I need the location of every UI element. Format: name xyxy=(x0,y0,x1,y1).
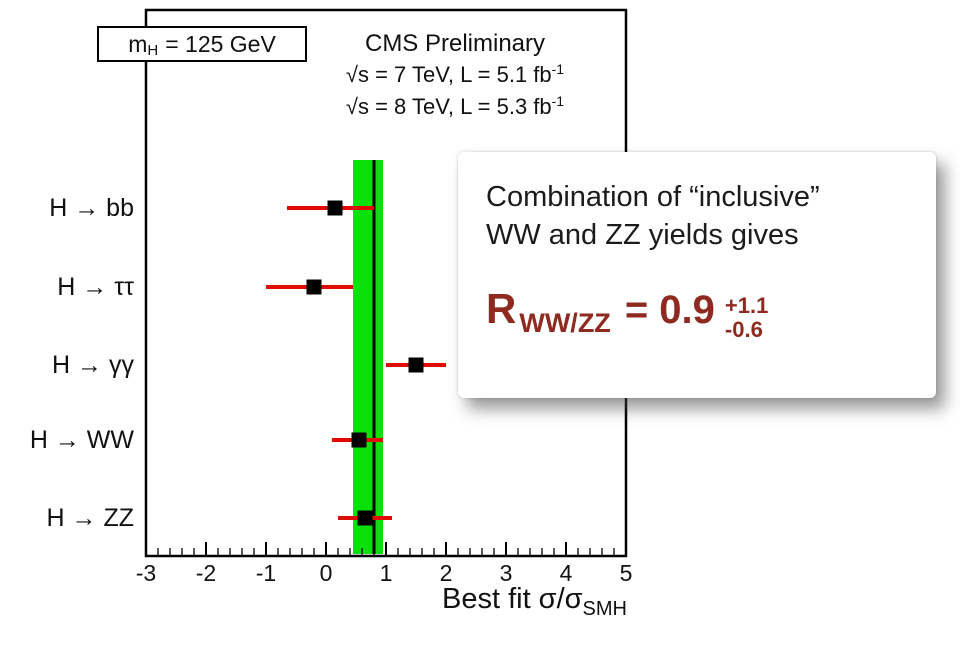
channel-label-1: H → ττ xyxy=(57,273,134,301)
mh-mass-box: m H = 125 GeV xyxy=(97,26,307,62)
x-tick-label: -3 xyxy=(136,560,156,586)
lumi-7tev-exponent: -1 xyxy=(551,61,565,77)
lumi-8tev: √s = 8 TeV, L = 5.3 fb-1 xyxy=(330,93,580,120)
x-tick-label: 3 xyxy=(500,560,513,586)
channel-label-2: H → γγ xyxy=(52,351,134,379)
cms-preliminary-title: CMS Preliminary xyxy=(364,30,546,57)
annotation-line1: Combination of “inclusive” xyxy=(486,181,820,213)
lumi-7tev-text: √s = 7 TeV, L = 5.1 fb xyxy=(345,62,552,87)
mh-value: = 125 GeV xyxy=(165,30,276,57)
x-tick-label: 5 xyxy=(620,560,633,586)
formula-value: = 0.9 xyxy=(624,287,715,332)
annotation-line2: WW and ZZ yields gives xyxy=(486,219,799,252)
x-tick-label: 1 xyxy=(380,560,393,586)
marker-4 xyxy=(357,510,373,526)
marker-2 xyxy=(408,357,424,373)
marker-3 xyxy=(351,432,367,448)
x-tick-label: -2 xyxy=(196,560,216,586)
lumi-8tev-exponent: -1 xyxy=(551,93,565,109)
marker-0 xyxy=(327,200,343,216)
r-formula: R WW/ZZ = 0.9 +1.1 -0.6 xyxy=(486,285,908,341)
combined-sigma-band xyxy=(353,160,383,554)
formula-uncertainty: +1.1 -0.6 xyxy=(725,294,768,340)
marker-1 xyxy=(306,279,322,295)
formula-minus-error: -0.6 xyxy=(724,316,763,342)
x-tick-label: 2 xyxy=(440,560,453,586)
x-axis-title-text: Best fit σ/σ xyxy=(441,583,583,615)
formula-subscript: WW/ZZ xyxy=(519,307,611,338)
x-axis-title: Best fit σ/σSMH xyxy=(0,583,627,620)
mh-symbol: m xyxy=(128,30,148,57)
lumi-7tev: √s = 7 TeV, L = 5.1 fb-1 xyxy=(330,61,580,88)
x-tick-label: 4 xyxy=(560,560,573,586)
channel-label-4: H → ZZ xyxy=(47,504,135,532)
x-axis-title-subscript: SMH xyxy=(582,598,627,620)
lumi-8tev-text: √s = 8 TeV, L = 5.3 fb xyxy=(345,94,552,119)
x-tick-label: 0 xyxy=(320,560,333,586)
formula-plus-error: +1.1 xyxy=(724,293,769,319)
mh-subscript: H xyxy=(147,41,159,59)
x-tick-label: -1 xyxy=(256,560,276,586)
channel-label-0: H → bb xyxy=(49,194,134,222)
annotation-box: Combination of “inclusive” WW and ZZ yie… xyxy=(458,152,936,398)
channel-label-3: H → WW xyxy=(30,426,135,454)
formula-R: R xyxy=(486,284,517,332)
